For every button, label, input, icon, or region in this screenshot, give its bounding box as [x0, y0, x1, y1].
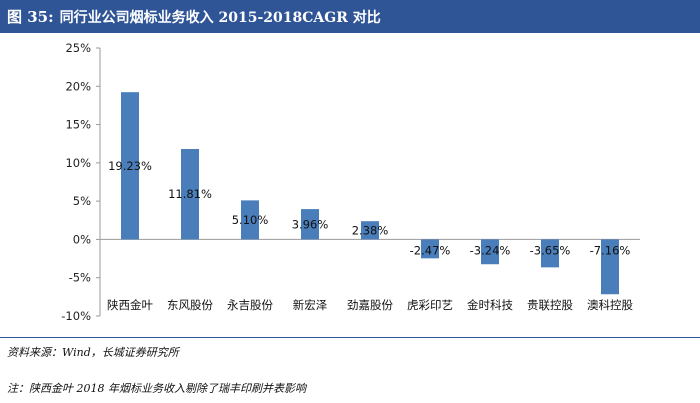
figure-title-bar: 图 35: 同行业公司烟标业务收入 2015-2018CAGR 对比 [0, 0, 700, 33]
data-label: -2.47% [410, 243, 451, 257]
x-tick-label: 虎彩印艺 [407, 298, 453, 312]
bar [241, 200, 259, 240]
y-tick-label: 25% [65, 41, 91, 55]
data-label: 2.38% [352, 223, 389, 237]
x-tick-label: 贵联控股 [527, 298, 573, 312]
x-tick-label: 永吉股份 [227, 298, 273, 312]
x-tick-label: 东风股份 [167, 298, 213, 312]
x-tick-label: 新宏泽 [293, 298, 328, 312]
bar [421, 239, 439, 259]
bar [361, 221, 379, 240]
x-tick-label: 陕西金叶 [107, 298, 153, 312]
data-label: -3.65% [530, 243, 571, 257]
figure-label: 图 35: [7, 8, 54, 26]
y-tick-label: 20% [65, 79, 91, 93]
figure-title: 同行业公司烟标业务收入 2015-2018CAGR 对比 [59, 9, 381, 26]
bar [541, 239, 559, 268]
data-label: 19.23% [108, 159, 152, 173]
y-tick-label: 10% [65, 156, 91, 170]
data-label: -3.24% [470, 243, 511, 257]
footnote: 注：陕西金叶 2018 年烟标业务收入剔除了瑞丰印刷并表影响 [7, 382, 306, 395]
bar [301, 209, 319, 240]
x-tick-label: 金时科技 [467, 298, 513, 312]
data-label: 5.10% [232, 213, 269, 227]
x-tick-label: 劲嘉股份 [347, 298, 393, 312]
y-tick-label: 15% [65, 118, 91, 132]
bar [181, 148, 199, 240]
bar [481, 239, 499, 265]
data-label: -7.16% [590, 243, 631, 257]
source-note: 资料来源：Wind，长城证券研究所 [7, 346, 179, 359]
y-tick-label: -5% [69, 271, 91, 285]
bar-chart: -10% -5% 0% 5% 10% 15% 20% 25% 19.23% 陕西金叶 11.81% 东… [61, 41, 640, 323]
y-tick-label: -10% [61, 309, 91, 323]
x-tick-label: 澳科控股 [587, 298, 633, 312]
data-label: 11.81% [168, 187, 212, 201]
source-divider [0, 337, 700, 338]
bar [601, 239, 619, 295]
y-tick-label: 5% [73, 194, 91, 208]
y-tick-label: 0% [73, 232, 91, 246]
bar [121, 92, 139, 240]
data-label: 3.96% [292, 217, 329, 231]
